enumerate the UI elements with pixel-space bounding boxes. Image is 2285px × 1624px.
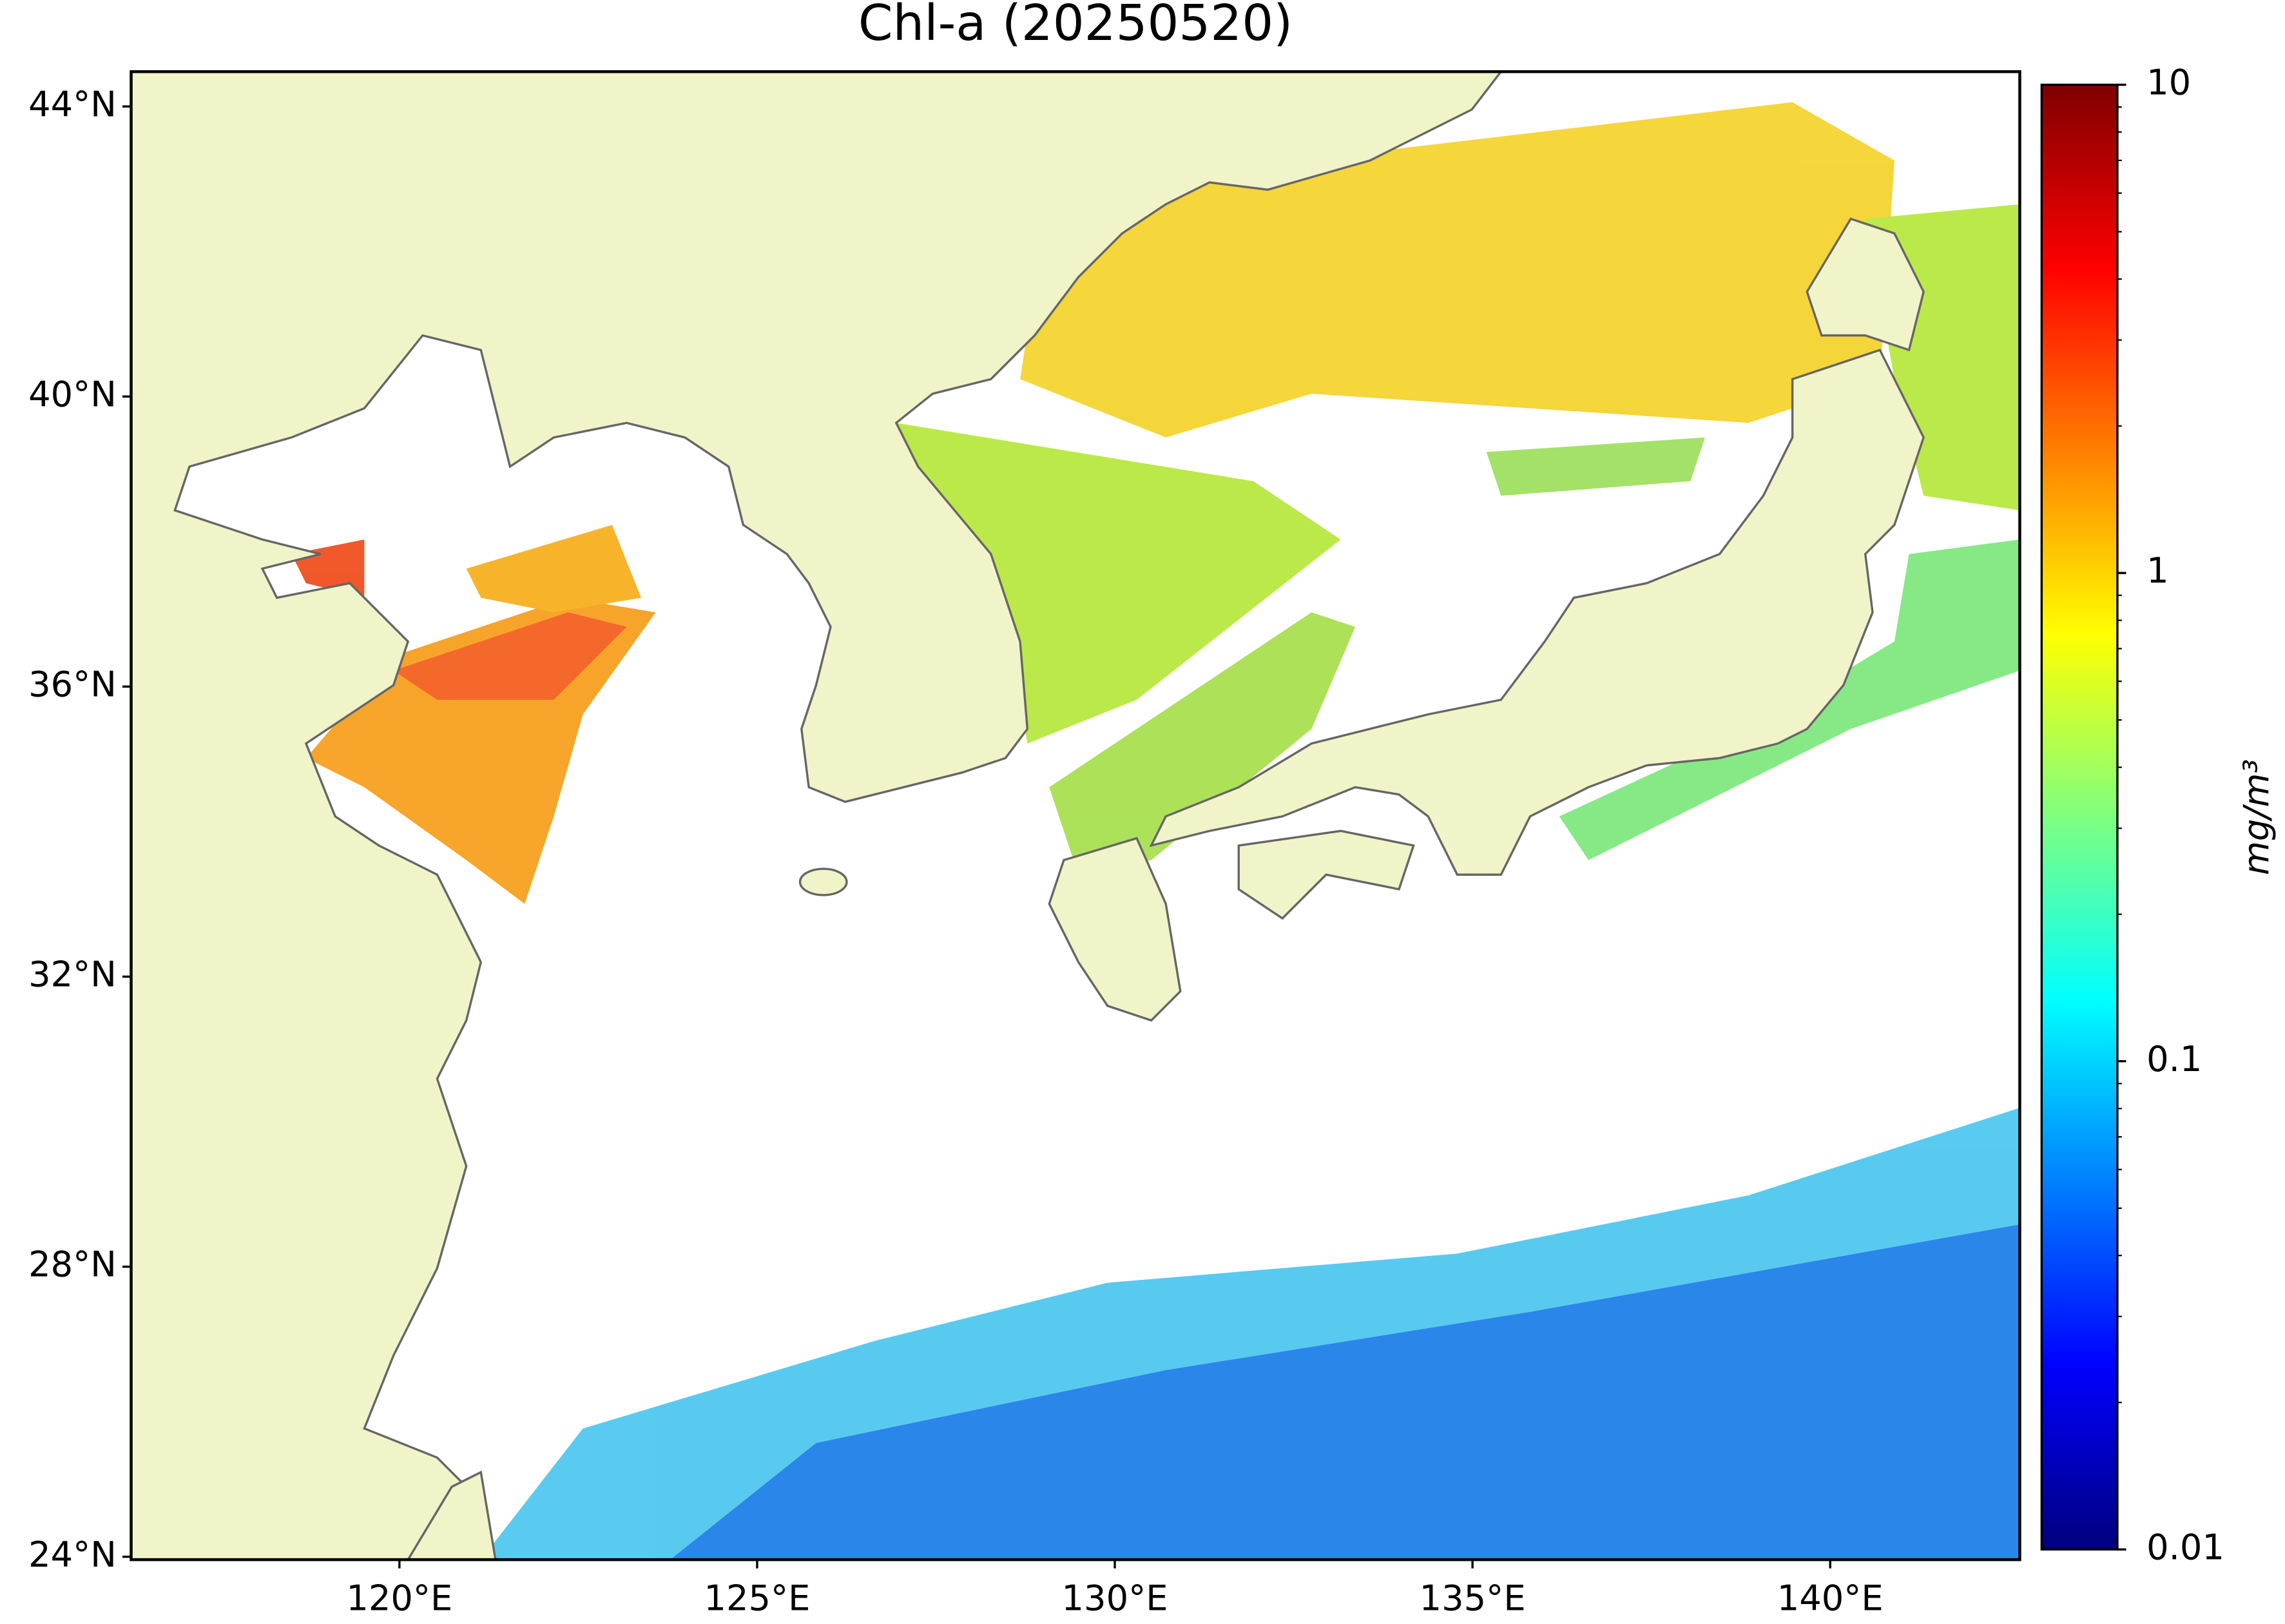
patch <box>670 1224 2020 1560</box>
colorbar: 0.01 0.1 1 10 mg/m³ <box>2040 63 2277 1567</box>
jeju <box>798 867 848 896</box>
y-tick-label: 44°N <box>28 84 117 124</box>
y-tick-label: 40°N <box>28 374 117 414</box>
patch <box>896 423 1341 744</box>
taiwan <box>407 1470 497 1560</box>
colorbar-tick-label: 0.1 <box>2146 1039 2202 1079</box>
x-tick-label: 130°E <box>1062 1578 1168 1619</box>
colorbar-scale <box>2040 83 2119 1551</box>
y-tick-label: 28°N <box>28 1244 117 1285</box>
land <box>131 72 1925 1560</box>
patch <box>1559 539 2020 860</box>
hokkaido <box>1806 217 1925 352</box>
patch <box>1049 612 1356 875</box>
map-frame <box>130 70 2021 1561</box>
x-tick-label: 135°E <box>1420 1578 1526 1619</box>
patch <box>466 525 642 613</box>
mainland <box>131 72 1503 1560</box>
honshu <box>1149 349 1925 876</box>
colorbar-tick-label: 1 <box>2146 550 2169 591</box>
kyushu <box>1048 836 1182 1022</box>
x-tick-label: 125°E <box>704 1578 810 1619</box>
y-tick-label: 36°N <box>28 664 117 704</box>
shikoku <box>1237 829 1415 920</box>
patch <box>1486 437 1705 496</box>
y-tick-label: 32°N <box>28 954 117 995</box>
colorbar-tick-label: 0.01 <box>2146 1527 2224 1567</box>
colorbar-tick-label: 10 <box>2146 63 2191 103</box>
patch <box>393 612 627 700</box>
colorbar-label: mg/m³ <box>2236 759 2277 875</box>
map-title: Chl-a (20250520) <box>858 0 1293 52</box>
x-tick-label: 140°E <box>1777 1578 1884 1619</box>
map-area <box>131 72 2020 1560</box>
x-tick-label: 120°E <box>346 1578 452 1619</box>
y-tick-label: 24°N <box>28 1534 117 1575</box>
